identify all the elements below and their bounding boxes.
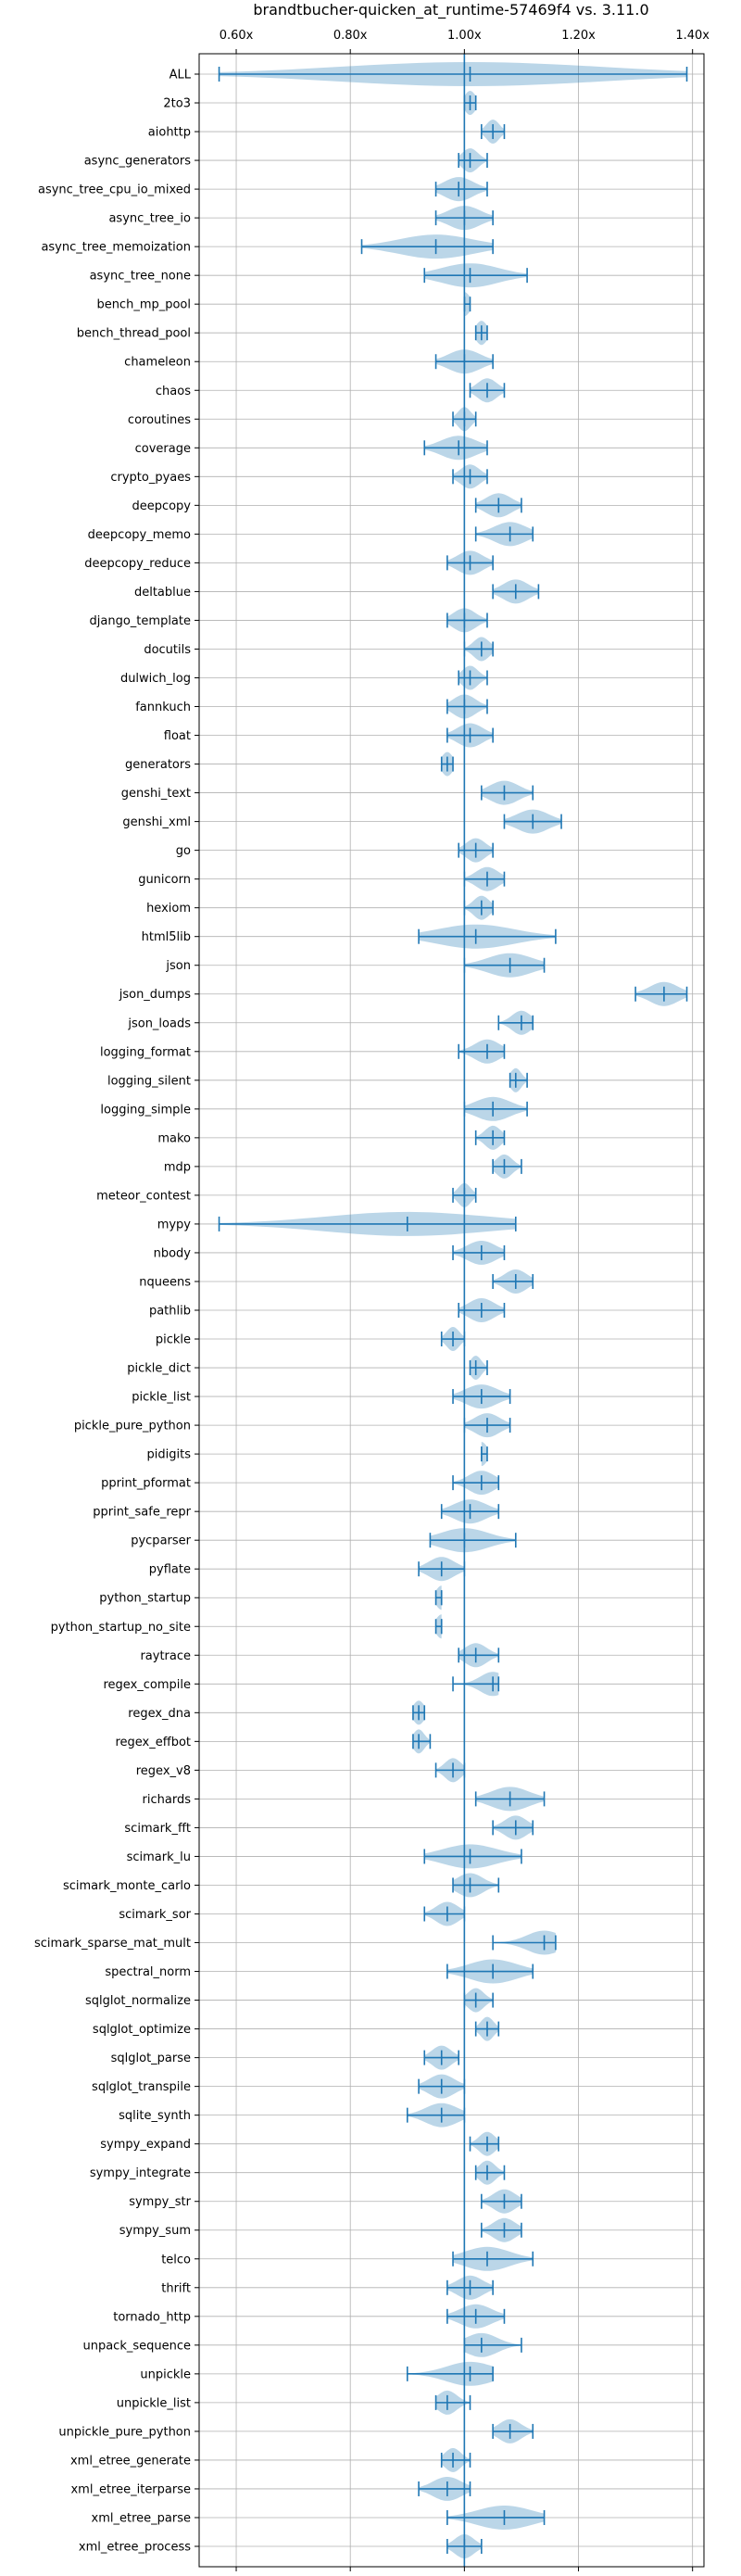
y-tick-label: pycparser — [131, 1534, 191, 1548]
y-tick-label: xml_etree_iterparse — [70, 2482, 191, 2496]
y-tick-label: python_startup_no_site — [51, 1621, 191, 1635]
y-tick-label: async_tree_memoization — [41, 241, 191, 255]
y-tick-label: unpickle_pure_python — [58, 2425, 191, 2439]
y-tick-label: unpickle_list — [117, 2396, 191, 2410]
y-tick-label: scimark_lu — [127, 1850, 191, 1864]
y-tick-label: unpack_sequence — [82, 2339, 191, 2353]
y-tick-label: spectral_norm — [105, 1965, 191, 1979]
y-tick-label: async_tree_io — [108, 212, 191, 226]
y-tick-label: pprint_pformat — [101, 1477, 191, 1491]
y-tick-label: sqlglot_optimize — [93, 2023, 191, 2037]
y-tick-label: pickle_dict — [127, 1362, 191, 1376]
y-tick-label: html5lib — [142, 930, 191, 944]
x-axis: 0.60x 0.80x 1.00x 1.20x 1.40x — [220, 29, 710, 2571]
violin-series — [218, 62, 688, 2558]
y-tick-label: fannkuch — [135, 701, 191, 714]
y-tick-label: 2to3 — [163, 97, 191, 111]
y-tick-label: pyflate — [149, 1563, 191, 1577]
y-tick-label: logging_format — [100, 1045, 191, 1059]
y-tick-label: async_tree_none — [90, 270, 191, 284]
y-tick-label: pidigits — [147, 1448, 192, 1462]
y-tick-label: pathlib — [149, 1305, 191, 1319]
y-tick-label: deltablue — [134, 586, 191, 600]
y-tick-label: python_startup — [99, 1592, 191, 1606]
y-tick-label: telco — [161, 2253, 191, 2267]
y-tick-label: scimark_sparse_mat_mult — [34, 1937, 191, 1951]
y-tick-label: deepcopy_memo — [88, 528, 191, 542]
y-tick-label: go — [176, 844, 191, 858]
y-tick-label: gunicorn — [138, 873, 191, 887]
y-tick-label: thrift — [161, 2281, 191, 2295]
y-tick-label: crypto_pyaes — [110, 471, 191, 485]
y-tick-label: sqlite_synth — [119, 2109, 191, 2123]
chart-title: brandtbucher-quicken_at_runtime-57469f4 … — [253, 1, 648, 19]
y-tick-label: async_tree_cpu_io_mixed — [38, 183, 191, 197]
y-tick-label: sympy_integrate — [90, 2166, 191, 2180]
y-tick-label: async_generators — [84, 155, 192, 169]
y-tick-label: raytrace — [140, 1649, 191, 1663]
y-tick-label: coverage — [135, 442, 191, 456]
y-tick-label: deepcopy_reduce — [84, 557, 191, 571]
y-tick-label: generators — [125, 758, 191, 772]
y-tick-label: logging_silent — [107, 1074, 191, 1088]
y-tick-label: sqlglot_parse — [111, 2052, 191, 2065]
y-tick-label: dulwich_log — [120, 672, 191, 686]
y-tick-label: float — [164, 729, 191, 743]
y-tick-label: json_loads — [127, 1017, 191, 1030]
y-tick-label: pickle — [156, 1333, 191, 1347]
y-tick-label: xml_etree_generate — [70, 2454, 191, 2468]
y-tick-label: mypy — [157, 1218, 192, 1231]
y-tick-label: bench_thread_pool — [77, 327, 191, 341]
y-tick-label: richards — [143, 1793, 192, 1807]
y-tick-label: ALL — [170, 69, 192, 82]
y-tick-label: nbody — [154, 1246, 192, 1260]
x-tick-label-top: 0.80x — [333, 29, 368, 43]
y-tick-label: django_template — [90, 614, 191, 628]
y-tick-label: regex_effbot — [115, 1736, 191, 1749]
y-tick-label: sympy_str — [129, 2195, 191, 2209]
y-tick-label: sympy_sum — [119, 2224, 191, 2238]
y-tick-label: xml_etree_process — [79, 2541, 191, 2555]
y-tick-label: genshi_xml — [122, 815, 191, 829]
y-tick-label: coroutines — [128, 413, 191, 427]
y-tick-label: regex_dna — [128, 1707, 191, 1721]
y-tick-label: docutils — [144, 643, 191, 657]
y-tick-label: pickle_pure_python — [74, 1420, 191, 1433]
y-tick-label: sqlglot_normalize — [85, 1994, 191, 2008]
y-tick-label: logging_simple — [100, 1103, 191, 1117]
y-tick-label: xml_etree_parse — [92, 2511, 191, 2525]
y-tick-label: mdp — [164, 1160, 191, 1174]
y-tick-label: mako — [157, 1131, 191, 1145]
y-tick-label: aiohttp — [148, 126, 191, 140]
y-tick-label: genshi_text — [121, 787, 191, 801]
y-tick-label: nqueens — [139, 1275, 191, 1289]
x-tick-label-top: 1.20x — [561, 29, 596, 43]
x-tick-label-top: 1.40x — [675, 29, 710, 43]
y-tick-label: scimark_sor — [119, 1908, 191, 1922]
y-tick-label: pickle_list — [132, 1391, 191, 1405]
y-tick-label: pprint_safe_repr — [93, 1506, 191, 1520]
x-tick-label-top: 0.60x — [220, 29, 254, 43]
y-tick-label: sympy_expand — [100, 2138, 191, 2152]
y-tick-label: deepcopy — [132, 499, 191, 513]
y-tick-label: meteor_contest — [96, 1189, 191, 1203]
y-tick-label: hexiom — [146, 902, 191, 915]
y-tick-label: scimark_fft — [124, 1822, 191, 1836]
y-tick-label: regex_compile — [103, 1678, 191, 1692]
y-tick-label: scimark_monte_carlo — [63, 1879, 191, 1893]
y-tick-label: bench_mp_pool — [96, 298, 191, 312]
y-axis: ALL 2to3 aiohttp async_generators async_tree… — [34, 69, 199, 2555]
y-tick-label: regex_v8 — [136, 1764, 191, 1778]
y-tick-label: tornado_http — [113, 2310, 191, 2324]
y-tick-label: sqlglot_transpile — [92, 2080, 191, 2094]
y-tick-label: json — [165, 959, 191, 973]
x-tick-label-top: 1.00x — [447, 29, 482, 43]
y-tick-label: json_dumps — [119, 988, 191, 1002]
y-tick-label: chameleon — [124, 356, 191, 370]
y-tick-label: unpickle — [140, 2368, 191, 2381]
y-tick-label: chaos — [156, 385, 191, 398]
plot-frame — [198, 53, 705, 2568]
